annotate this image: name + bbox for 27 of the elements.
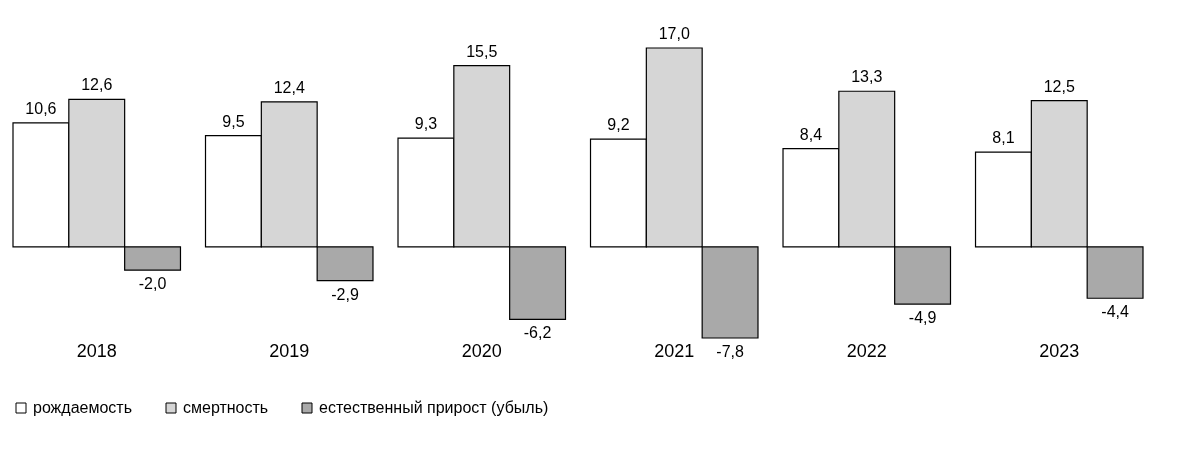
data-label: 9,3 [414,115,438,133]
x-tick-label: 2018 [76,340,117,361]
data-label: 12,4 [273,78,305,96]
x-tick-label: 2020 [461,340,502,361]
legend-label: смертность [183,399,269,416]
x-tick-label: 2021 [654,340,695,361]
data-label: 9,2 [607,116,630,134]
x-tick-label: 2019 [269,340,310,361]
x-tick-label: 2023 [1039,340,1080,361]
data-label: 8,4 [799,125,823,143]
data-label: 15,5 [466,42,498,60]
data-label: -2,0 [138,275,167,293]
data-label: -4,4 [1101,303,1129,321]
data-label: 8,1 [992,129,1015,147]
data-label: 9,5 [222,112,245,130]
data-label: -2,9 [331,285,359,303]
data-label: -6,2 [523,324,552,342]
data-label: 12,6 [81,76,113,94]
data-label: 12,5 [1043,77,1075,95]
legend-label: естественный прирост (убыль) [319,399,549,416]
data-label: -7,8 [716,343,744,360]
data-label: 17,0 [658,25,690,42]
legend-label: рождаемость [33,399,133,416]
data-label: -4,9 [908,309,937,327]
data-label: 10,6 [25,99,57,117]
x-tick-label: 2022 [846,340,887,361]
data-label: 13,3 [851,68,883,86]
